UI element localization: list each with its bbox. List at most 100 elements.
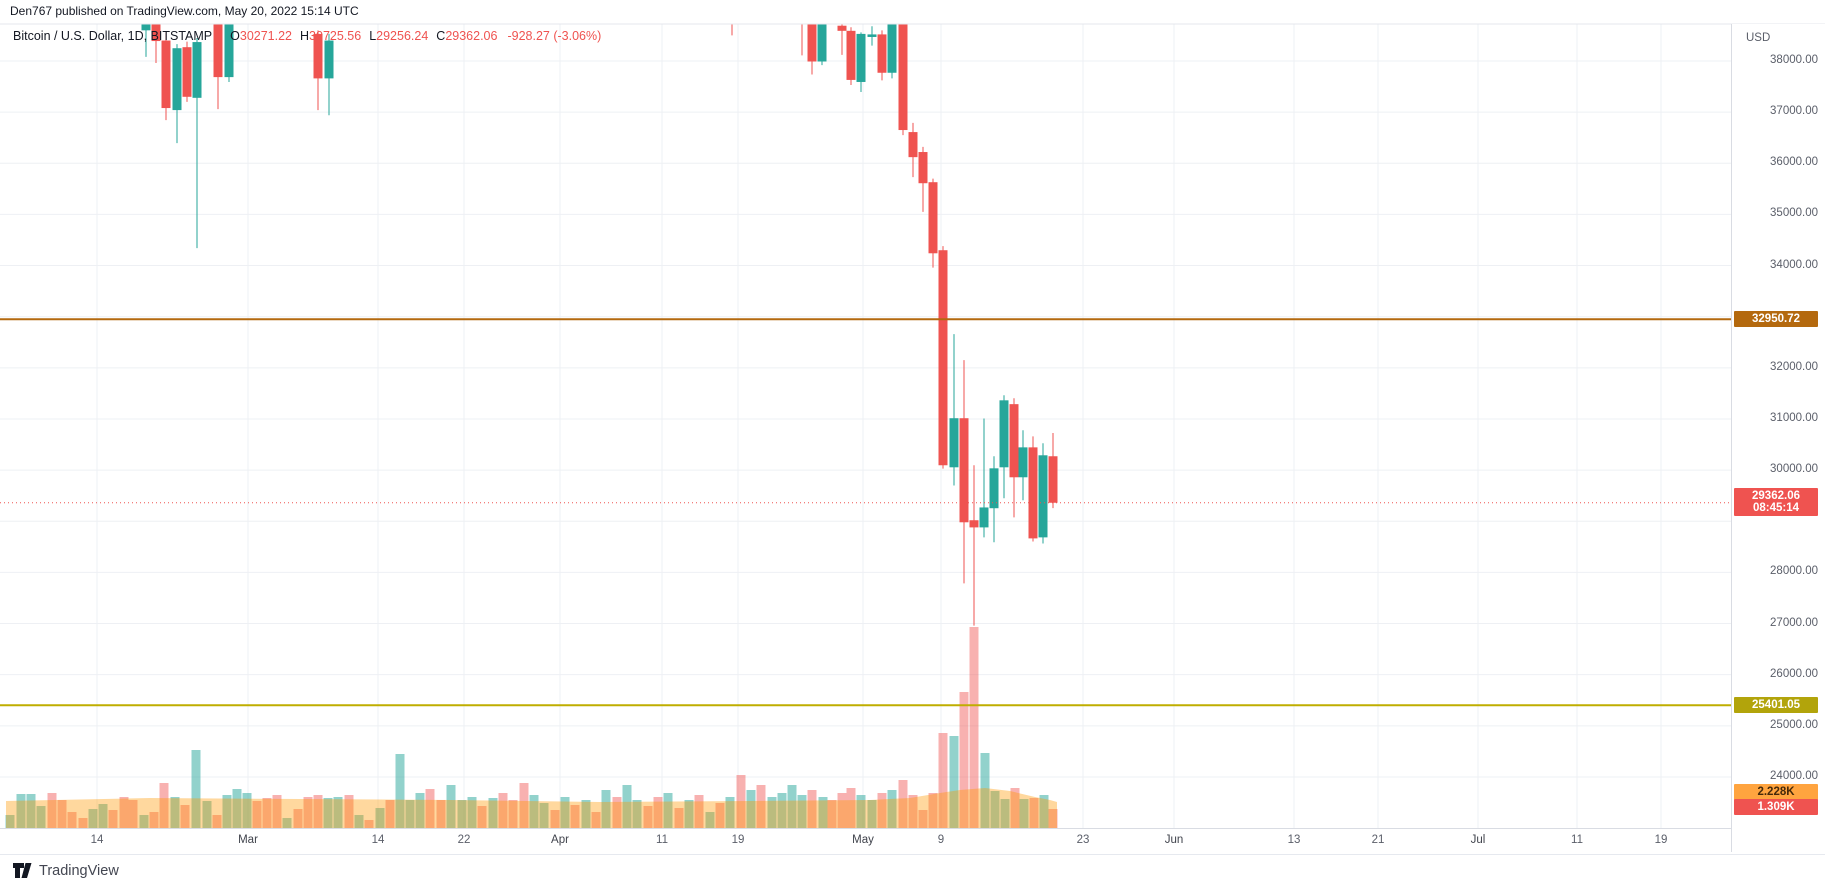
volume-bar xyxy=(1039,795,1049,828)
volume-bar xyxy=(529,795,539,828)
candle-body xyxy=(324,40,334,79)
price-level-label: 1.309K xyxy=(1734,798,1818,815)
volume-bar xyxy=(918,810,928,828)
candle-body xyxy=(837,25,847,31)
volume-bar xyxy=(643,806,653,828)
volume-bar xyxy=(405,800,415,828)
volume-bar xyxy=(222,795,232,828)
volume-bar xyxy=(170,797,180,828)
candle-body xyxy=(807,24,817,62)
price-tick: 32000.00 xyxy=(1770,360,1818,373)
ohlc-key: O xyxy=(230,29,240,43)
price-tick: 30000.00 xyxy=(1770,463,1818,476)
volume-bar xyxy=(1019,799,1029,828)
time-tick-day: 11 xyxy=(656,834,668,846)
volume-bar xyxy=(736,775,746,828)
plot-area[interactable] xyxy=(0,0,1731,828)
volume-bar xyxy=(262,798,272,828)
time-tick-day: 19 xyxy=(1654,834,1668,846)
price-tick: 28000.00 xyxy=(1770,565,1818,578)
candle-body xyxy=(867,34,877,37)
price-tick: 37000.00 xyxy=(1770,105,1818,118)
ohlc-value: 29256.24 xyxy=(376,29,429,43)
volume-bar xyxy=(807,790,817,828)
volume-bar xyxy=(108,810,118,828)
candle-body xyxy=(846,30,856,80)
time-tick-day: 21 xyxy=(1371,834,1385,846)
volume-bar xyxy=(232,789,242,828)
volume-bar xyxy=(467,797,477,828)
price-axis[interactable]: USD 38000.00 37000.00 36000.00 35000.00 3400… xyxy=(1731,24,1825,852)
attribution-text: Den767 published on TradingView.com, May… xyxy=(10,4,359,18)
volume-bar xyxy=(928,793,938,828)
volume-bar xyxy=(980,753,990,828)
candle-body xyxy=(728,12,737,15)
volume-bar xyxy=(938,733,948,828)
volume-bar xyxy=(385,800,395,828)
volume-bar xyxy=(128,800,138,828)
volume-bar xyxy=(354,815,364,828)
candle-body xyxy=(213,24,223,78)
volume-bar xyxy=(1048,809,1058,828)
volume-bar xyxy=(303,797,313,828)
price-tick: 26000.00 xyxy=(1770,667,1818,680)
volume-ma-area xyxy=(6,788,1057,828)
candle-body xyxy=(1009,404,1019,478)
volume-bar xyxy=(539,803,549,828)
volume-bar xyxy=(867,800,877,828)
candle-body xyxy=(959,418,969,523)
volume-bar xyxy=(98,804,108,828)
volume-bar xyxy=(550,810,560,828)
volume-bar xyxy=(282,818,292,828)
time-tick-month: Jun xyxy=(1164,834,1184,846)
candle-body xyxy=(141,24,151,31)
tradingview-logo[interactable]: TradingView xyxy=(13,862,119,879)
price-tick: 34000.00 xyxy=(1770,258,1818,271)
time-tick-month: Jul xyxy=(1470,834,1486,846)
volume-bar xyxy=(191,750,201,828)
time-tick-month: Mar xyxy=(238,834,258,846)
ohlc-key: H xyxy=(300,29,310,43)
volume-bar xyxy=(344,795,354,828)
price-tick: 31000.00 xyxy=(1770,411,1818,424)
volume-bar xyxy=(436,800,446,828)
volume-bar xyxy=(519,783,529,828)
volume-bar xyxy=(818,797,828,828)
volume-bar xyxy=(725,797,735,828)
volume-bar xyxy=(797,795,807,828)
time-tick-day: 11 xyxy=(1571,834,1583,846)
volume-bar xyxy=(746,790,756,828)
volume-bar xyxy=(846,788,856,828)
ohlc-value: 29362.06 xyxy=(445,29,498,43)
candle-body xyxy=(817,24,827,62)
candle-body xyxy=(928,182,938,254)
price-tick: 25000.00 xyxy=(1770,718,1818,731)
volume-bar xyxy=(601,790,611,828)
volume-bar xyxy=(908,795,918,828)
volume-bar xyxy=(498,793,508,828)
candle-body xyxy=(151,24,161,42)
volume-bar xyxy=(827,800,837,828)
volume-bar xyxy=(425,789,435,828)
volume-bar xyxy=(293,809,303,828)
ohlc-value: 30725.56 xyxy=(309,29,362,43)
volume-bar xyxy=(756,785,766,828)
candle-body xyxy=(938,250,948,466)
volume-bar xyxy=(767,797,777,828)
volume-bar xyxy=(887,790,897,828)
volume-bar xyxy=(313,795,323,828)
volume-bar xyxy=(202,801,212,828)
volume-bar xyxy=(581,800,591,828)
volume-bar xyxy=(323,798,333,828)
time-axis[interactable]: 14 Mar 14 22 Apr 11 19 May 9 23 Jun 13 21 Jul 11 19 xyxy=(0,828,1825,855)
ohlc-values: O30271.22 H30725.56 L29256.24 C29362.06 xyxy=(222,29,497,43)
symbol-legend[interactable]: Bitcoin / U.S. Dollar, 1D, BITSTAMP O3027… xyxy=(13,29,601,43)
candle-body xyxy=(172,48,182,111)
volume-bar xyxy=(149,812,159,828)
tradingview-wordmark: TradingView xyxy=(39,862,119,879)
volume-bar xyxy=(159,783,169,828)
candle-body xyxy=(224,24,234,78)
volume-bar xyxy=(67,812,77,828)
volume-bar xyxy=(272,795,282,828)
